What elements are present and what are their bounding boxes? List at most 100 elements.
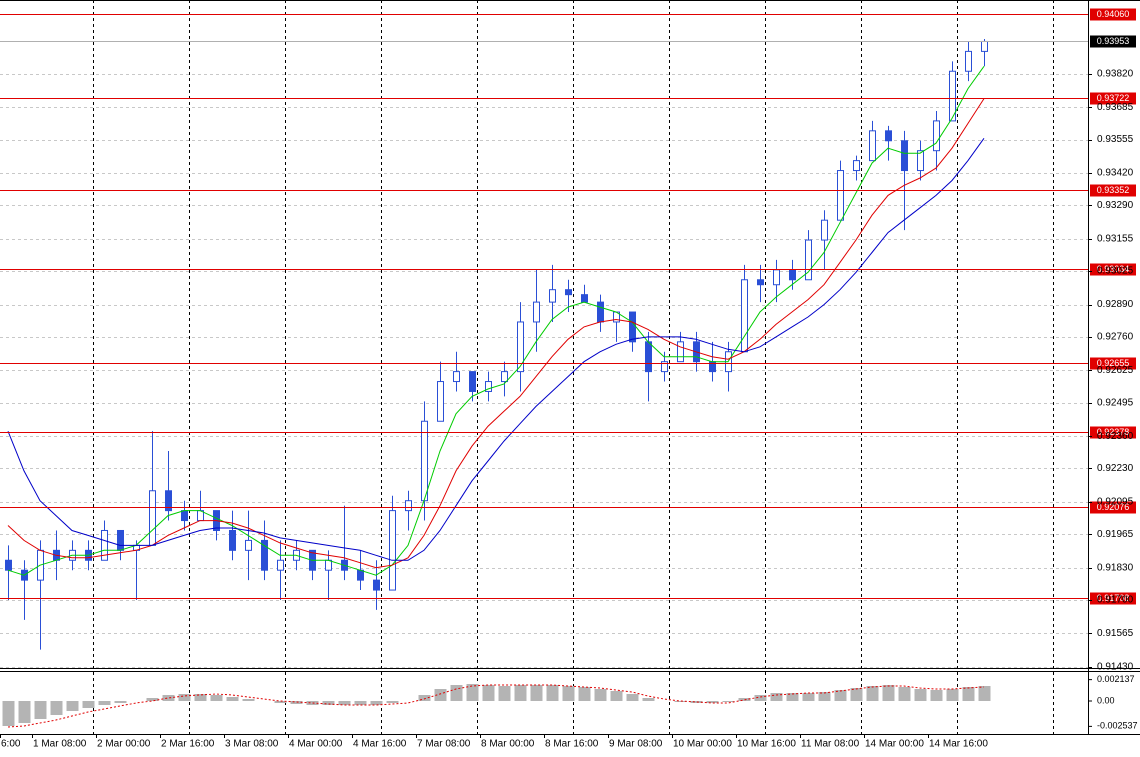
y-tick-label: 0.93420 [1097, 168, 1134, 179]
candle-body [789, 269, 796, 281]
candle-body [261, 539, 268, 571]
candle-body [485, 381, 492, 392]
level-label: 0.94060 [1097, 9, 1130, 19]
candle-body [757, 279, 764, 286]
y-tick-label: 0.91565 [1097, 628, 1134, 639]
level-label: 0.93034 [1097, 264, 1130, 274]
candle-body [677, 341, 684, 363]
candle-body [149, 490, 156, 546]
level-label: 0.93722 [1097, 93, 1130, 103]
osc-signal [7, 684, 985, 728]
moving-average [7, 138, 985, 561]
y-tick-label: 0.93820 [1097, 68, 1134, 79]
time-grid [93, 0, 1054, 734]
y-tick-label: 0.91830 [1097, 562, 1134, 573]
x-tick-label: 8 Mar 16:00 [545, 739, 599, 750]
level-label-box [1090, 184, 1136, 197]
candle-body [181, 510, 188, 522]
candle-body [5, 559, 12, 571]
x-tick-label: 14 Mar 00:00 [865, 739, 924, 750]
candle-body [101, 529, 108, 561]
candle-body [629, 311, 636, 343]
current-price-box [1090, 35, 1136, 48]
candle-body [533, 301, 540, 323]
grid [0, 74, 1088, 668]
y-tick-label: 0.92760 [1097, 331, 1134, 342]
moving-average [7, 98, 985, 569]
candle-body [373, 579, 380, 591]
y-tick-label: 0.93290 [1097, 200, 1134, 211]
candle-body [421, 420, 428, 502]
candle-body [389, 510, 396, 591]
x-tick-label: 10 Mar 00:00 [673, 739, 732, 750]
candle-body [917, 150, 924, 172]
plot [5, 38, 988, 650]
candle-body [741, 279, 748, 353]
candle-body [837, 170, 844, 221]
candle-body [277, 559, 284, 571]
levels: 0.94060 0.93722 0.93352 0.93034 0.92655 0.923… [0, 8, 1136, 605]
candle-body [517, 321, 524, 373]
y-tick-label: 0.93025 [1097, 266, 1134, 277]
level-label-box [1090, 263, 1136, 276]
candle-body [645, 341, 652, 373]
y-tick-label: 0.92625 [1097, 365, 1134, 376]
x-tick-label: 2 Mar 00:00 [97, 739, 151, 750]
candle-body [853, 160, 860, 172]
osc-tick-label: -0.002537 [1097, 721, 1138, 731]
x-tick-label: 6:00 [1, 739, 21, 750]
level-label: 0.93352 [1097, 185, 1130, 195]
x-tick-label: 4 Mar 00:00 [289, 739, 343, 750]
level-label: 0.92378 [1097, 427, 1130, 437]
candle-body [245, 539, 252, 551]
candle-body [869, 130, 876, 162]
x-tick-label: 1 Mar 08:00 [33, 739, 87, 750]
candle-body [117, 529, 124, 551]
y-tick-label: 0.91700 [1097, 595, 1134, 606]
candle-body [965, 50, 972, 72]
candle-body [949, 70, 956, 122]
level-label: 0.92655 [1097, 358, 1130, 368]
x-tick-label: 11 Mar 08:00 [801, 739, 860, 750]
candle-body [325, 559, 332, 571]
candle-body [597, 301, 604, 323]
candle-body [805, 239, 812, 281]
y-tick-label: 0.93155 [1097, 233, 1134, 244]
x-tick-label: 2 Mar 16:00 [161, 739, 215, 750]
candle-body [437, 381, 444, 422]
x-tick-label: 14 Mar 16:00 [929, 739, 988, 750]
level-label-box [1090, 592, 1136, 605]
candle-body [501, 371, 508, 383]
x-tick-label: 4 Mar 16:00 [353, 739, 407, 750]
y-tick-label: 0.91965 [1097, 529, 1134, 540]
x-tick-label: 3 Mar 08:00 [225, 739, 279, 750]
current-price-label: 0.93953 [1097, 36, 1130, 46]
candle-body [661, 361, 668, 373]
y-tick-label: 0.92230 [1097, 463, 1134, 474]
candle-body [581, 294, 588, 303]
level-label: 0.91708 [1097, 593, 1130, 603]
candle-body [885, 130, 892, 142]
candle-body [773, 269, 780, 286]
y-tick-label: 0.93555 [1097, 134, 1134, 145]
y-tick-label: 0.91430 [1097, 662, 1134, 673]
candle-body [229, 529, 236, 551]
x-tick-label: 10 Mar 16:00 [737, 739, 796, 750]
candle-body [165, 490, 172, 512]
candle-body [469, 371, 476, 392]
candle-body [549, 289, 556, 303]
candle-body [357, 569, 364, 581]
candle-body [453, 371, 460, 383]
level-label-box [1090, 8, 1136, 21]
x-tick-label: 7 Mar 08:00 [417, 739, 471, 750]
level-label-box [1090, 357, 1136, 370]
candle-body [821, 219, 828, 241]
candle-body [901, 140, 908, 172]
candle-body [405, 500, 412, 512]
candle-body [981, 40, 988, 52]
moving-average [7, 66, 985, 576]
osc-tick-label: 0.00 [1097, 695, 1115, 705]
level-label: 0.92076 [1097, 502, 1130, 512]
